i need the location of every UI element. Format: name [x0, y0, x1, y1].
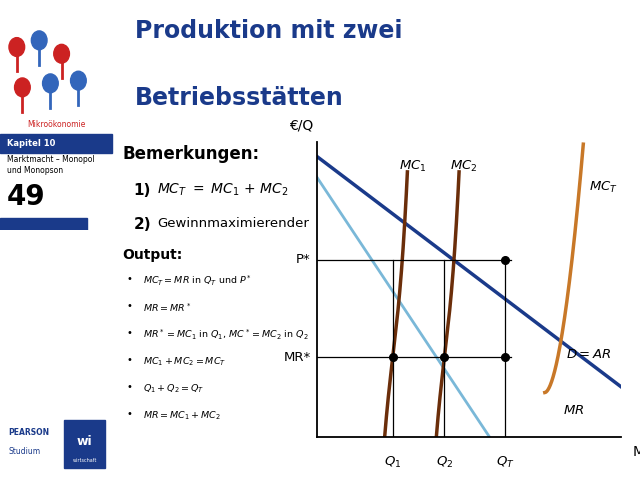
Text: Produktion mit zwei: Produktion mit zwei: [135, 19, 403, 43]
Text: PEARSON: PEARSON: [8, 428, 50, 437]
Circle shape: [42, 74, 58, 93]
Text: •: •: [126, 409, 132, 419]
Text: •: •: [126, 355, 132, 365]
Text: Kapitel 10: Kapitel 10: [6, 139, 55, 148]
Text: $MC_T = MR$ in $Q_T$ und $P^*$: $MC_T = MR$ in $Q_T$ und $P^*$: [143, 275, 252, 288]
Text: $\mathit{MC_T}$: $\mathit{MC_T}$: [589, 180, 618, 195]
Circle shape: [31, 31, 47, 50]
Text: Gewinnmaximierender: Gewinnmaximierender: [157, 217, 308, 230]
Circle shape: [15, 78, 30, 97]
Text: wirtschaft: wirtschaft: [72, 458, 97, 463]
Bar: [0, 134, 112, 153]
Text: •: •: [126, 301, 132, 312]
Text: €/Q: €/Q: [289, 119, 314, 133]
Text: $\mathit{MC_2}$: $\mathit{MC_2}$: [451, 159, 478, 174]
Circle shape: [70, 71, 86, 90]
Text: $MR = MC_1 + MC_2$: $MR = MC_1 + MC_2$: [143, 409, 221, 421]
Text: Output:: Output:: [122, 249, 182, 263]
Text: P*: P*: [296, 253, 311, 266]
Text: $D = AR$: $D = AR$: [566, 348, 612, 361]
Text: Mikroökonomie: Mikroökonomie: [27, 120, 85, 129]
Text: $Q_1 + Q_2 = Q_T$: $Q_1 + Q_2 = Q_T$: [143, 382, 205, 395]
Text: $\it{MC_T}$ $=$ $\it{MC_1}$ $+$ $\it{MC_2}$: $\it{MC_T}$ $=$ $\it{MC_1}$ $+$ $\it{MC_…: [157, 182, 288, 198]
Text: $Q_T$: $Q_T$: [496, 455, 515, 469]
Bar: [0, 218, 87, 230]
Text: MR*: MR*: [284, 350, 311, 363]
Text: 49: 49: [6, 183, 45, 211]
Text: $\mathit{MC_1}$: $\mathit{MC_1}$: [399, 159, 426, 174]
Text: wi: wi: [77, 435, 92, 448]
Text: Betriebsstätten: Betriebsstätten: [135, 86, 344, 110]
Circle shape: [9, 37, 25, 57]
Text: Marktmacht – Monopol
und Monopson: Marktmacht – Monopol und Monopson: [6, 155, 94, 175]
Text: $Q_1$: $Q_1$: [384, 455, 401, 469]
Text: •: •: [126, 275, 132, 284]
Circle shape: [54, 44, 70, 63]
Text: •: •: [126, 328, 132, 338]
Text: 1): 1): [134, 183, 151, 198]
Text: $MR = MR^*$: $MR = MR^*$: [143, 301, 192, 314]
Text: •: •: [126, 382, 132, 392]
Text: Studium: Studium: [8, 447, 40, 456]
Text: Menge: Menge: [633, 444, 640, 458]
Text: $MR^* = MC_1$ in $Q_1$, $MC^* = MC_2$ in $Q_2$: $MR^* = MC_1$ in $Q_1$, $MC^* = MC_2$ in…: [143, 328, 309, 342]
Text: 2): 2): [134, 217, 152, 232]
Text: Bemerkungen:: Bemerkungen:: [122, 145, 259, 163]
Bar: [65, 420, 104, 468]
Text: $MC_1 + MC_2 = MC_T$: $MC_1 + MC_2 = MC_T$: [143, 355, 227, 368]
Text: $\mathit{MR}$: $\mathit{MR}$: [563, 404, 584, 417]
Text: $Q_2$: $Q_2$: [436, 455, 453, 469]
